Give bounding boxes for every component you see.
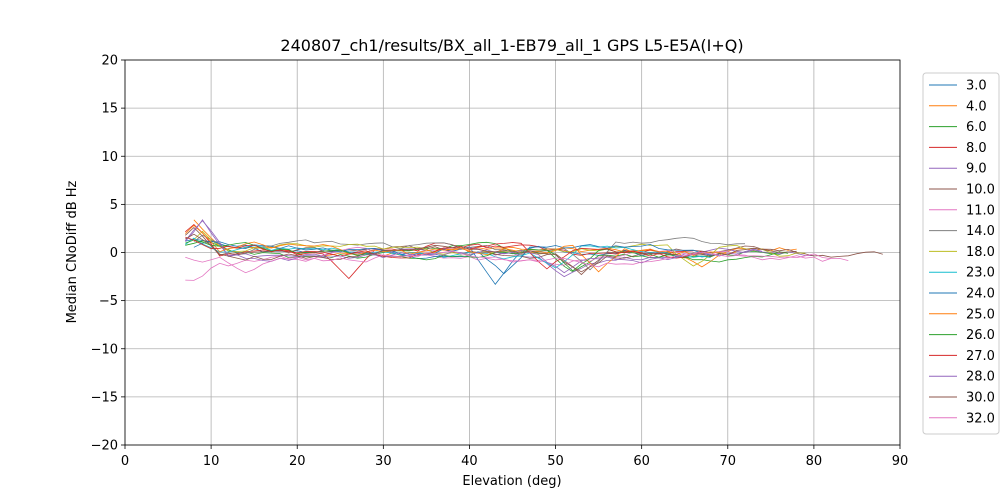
x-axis-ticks: 0 10 20 30 40 50 60 70 80 90 — [121, 445, 908, 469]
x-axis-label: Elevation (deg) — [462, 474, 561, 489]
y-tick-label: −20 — [91, 439, 118, 454]
y-axis-ticks: −20 −15 −10 −5 0 5 10 15 20 — [91, 54, 125, 454]
x-tick-label: 80 — [806, 454, 823, 469]
series-lines — [184, 219, 883, 285]
x-tick-label: 90 — [892, 454, 909, 469]
series-line-32.0 — [185, 250, 849, 274]
legend-label-18.0: 18.0 — [966, 245, 995, 260]
legend-label-8.0: 8.0 — [966, 141, 987, 156]
series-line-25.0 — [185, 224, 737, 273]
series-line-26.0 — [185, 239, 789, 272]
x-tick-label: 50 — [547, 454, 564, 469]
plot-area: 0 10 20 30 40 50 60 70 80 90 −20 −15 −10 −5 0 5 10 15 20 — [91, 54, 909, 470]
legend-label-32.0: 32.0 — [966, 411, 995, 426]
series-line-9.0 — [185, 219, 814, 278]
y-tick-label: 5 — [110, 198, 118, 213]
series-line-27.0 — [185, 236, 703, 270]
legend-label-14.0: 14.0 — [966, 224, 995, 239]
legend-label-26.0: 26.0 — [966, 328, 995, 343]
x-tick-label: 70 — [720, 454, 737, 469]
legend-label-10.0: 10.0 — [966, 183, 995, 198]
legend-label-28.0: 28.0 — [966, 370, 995, 385]
legend-label-25.0: 25.0 — [966, 307, 995, 322]
legend-label-30.0: 30.0 — [966, 391, 995, 406]
series-line-14.0 — [193, 234, 746, 271]
x-tick-label: 20 — [289, 454, 306, 469]
legend-label-3.0: 3.0 — [966, 79, 987, 94]
legend-label-11.0: 11.0 — [966, 203, 995, 218]
legend-label-6.0: 6.0 — [966, 120, 987, 135]
y-tick-label: 15 — [101, 102, 118, 117]
x-tick-label: 0 — [121, 454, 129, 469]
x-tick-label: 30 — [375, 454, 392, 469]
y-tick-label: −10 — [91, 342, 118, 357]
legend-frame — [922, 72, 1000, 435]
y-tick-label: 0 — [110, 246, 118, 261]
x-tick-label: 60 — [633, 454, 650, 469]
chart-title: 240807_ch1/results/BX_all_1-EB79_all_1 G… — [280, 36, 743, 56]
legend: 3.0 4.0 6.0 8.0 9.0 10.0 11.0 14.0 18.0 23.0 24.0 2… — [922, 72, 1000, 435]
legend-label-23.0: 23.0 — [966, 266, 995, 281]
legend-label-27.0: 27.0 — [966, 349, 995, 364]
y-axis-label: Median CNoDiff dB Hz — [65, 180, 80, 323]
series-line-6.0 — [185, 240, 789, 273]
x-tick-label: 10 — [203, 454, 220, 469]
y-tick-label: 10 — [101, 150, 118, 165]
x-tick-label: 40 — [461, 454, 478, 469]
legend-label-4.0: 4.0 — [966, 99, 987, 114]
legend-label-9.0: 9.0 — [966, 162, 987, 177]
y-tick-label: −5 — [99, 294, 118, 309]
y-tick-label: 20 — [101, 54, 118, 69]
y-tick-label: −15 — [91, 390, 118, 405]
legend-label-24.0: 24.0 — [966, 287, 995, 302]
